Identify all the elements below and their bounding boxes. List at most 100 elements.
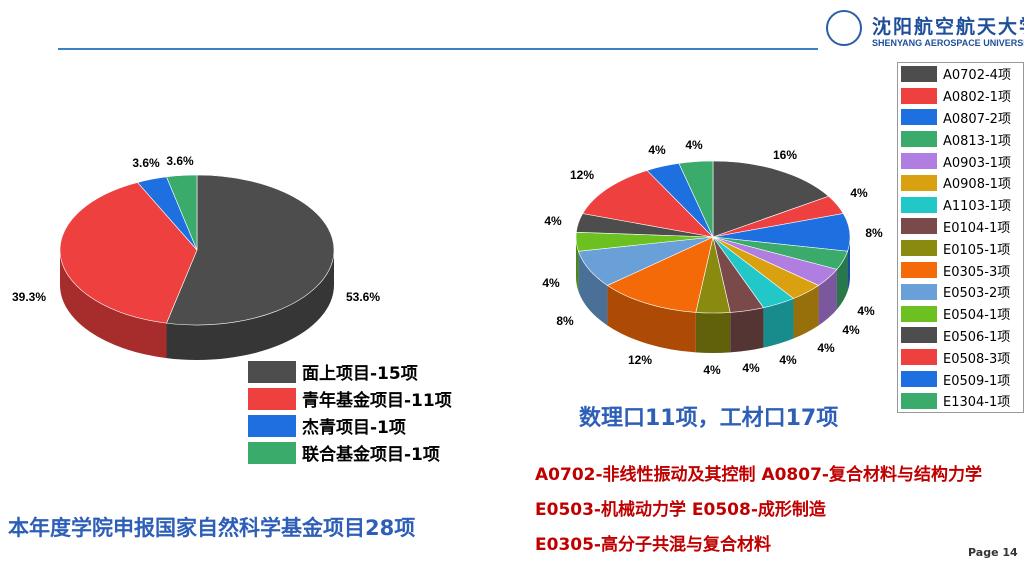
percent-label: 4% bbox=[685, 138, 703, 152]
percent-label: 4% bbox=[850, 186, 868, 200]
slice-side bbox=[847, 237, 850, 292]
legend-item: A0813-1项 bbox=[898, 128, 1023, 150]
percent-label: 16% bbox=[773, 148, 797, 162]
pie-chart-disciplines: 16% 4% 8% 4% 4% 4% 4% 4% 4% 12% 8% 4% 4% 12% 4% 4% bbox=[542, 138, 883, 377]
legend-item: E1304-1项 bbox=[898, 390, 1023, 412]
legend-swatch bbox=[901, 371, 937, 388]
legend-item: E0503-2项 bbox=[898, 281, 1023, 303]
percent-label: 12% bbox=[570, 168, 594, 182]
legend-disciplines: A0702-4项 A0802-1项 A0807-2项 A0813-1项 A0903-1项… bbox=[897, 62, 1024, 413]
legend-item: E0305-3项 bbox=[898, 259, 1023, 281]
legend-label: E0504-1项 bbox=[943, 308, 1011, 324]
logo-name-en: SHENYANG AEROSPACE UNIVERSITY bbox=[872, 38, 1024, 48]
legend-item: E0508-3项 bbox=[898, 346, 1023, 368]
legend-swatch bbox=[901, 305, 937, 322]
pie-slice bbox=[166, 174, 198, 251]
slice-side bbox=[793, 285, 819, 339]
percent-label: 3.6% bbox=[166, 154, 194, 168]
percent-label: 4% bbox=[857, 304, 875, 318]
percent-label: 4% bbox=[842, 323, 860, 337]
legend-swatch bbox=[901, 283, 937, 300]
legend-item: A0908-1项 bbox=[898, 172, 1023, 194]
legend-item: 杰青项目-1项 bbox=[248, 412, 452, 439]
note-line-1: A0702-非线性振动及其控制 A0807-复合材料与结构力学 bbox=[535, 465, 982, 485]
note-line-3: E0305-高分子共混与复合材料 bbox=[535, 535, 771, 555]
legend-swatch bbox=[901, 153, 937, 170]
legend-item: A1103-1项 bbox=[898, 194, 1023, 216]
legend-swatch bbox=[901, 327, 937, 344]
percent-label: 12% bbox=[628, 353, 652, 367]
emblem-icon bbox=[826, 10, 862, 46]
legend-swatch bbox=[901, 196, 937, 213]
slice-side bbox=[578, 251, 608, 326]
legend-item: E0104-1项 bbox=[898, 216, 1023, 238]
legend-swatch bbox=[901, 87, 937, 104]
header-divider bbox=[58, 48, 818, 50]
legend-swatch bbox=[248, 387, 296, 410]
legend-item: E0105-1项 bbox=[898, 237, 1023, 259]
legend-item: A0802-1项 bbox=[898, 85, 1023, 107]
slice-side bbox=[576, 237, 579, 292]
legend-item: A0903-1项 bbox=[898, 150, 1023, 172]
pie-slice bbox=[606, 236, 714, 313]
slice-side bbox=[60, 250, 167, 359]
slice-side bbox=[607, 285, 696, 353]
discipline-summary: 数理口11项，工材口17项 bbox=[579, 406, 839, 431]
pie-slice bbox=[166, 174, 335, 326]
legend-label: A0908-1项 bbox=[943, 177, 1011, 193]
legend-swatch bbox=[901, 131, 937, 148]
legend-label: E0508-3项 bbox=[943, 351, 1011, 367]
pie-slice bbox=[712, 160, 830, 238]
pie-slice bbox=[678, 160, 714, 238]
legend-swatch bbox=[901, 174, 937, 191]
percent-label: 4% bbox=[779, 353, 797, 367]
legend-swatch bbox=[901, 392, 937, 409]
legend-project-types: 面上项目-15项青年基金项目-11项 杰青项目-1项联合基金项目-1项 bbox=[248, 358, 452, 466]
legend-label: E0105-1项 bbox=[943, 242, 1011, 258]
percent-label: 4% bbox=[703, 363, 721, 377]
legend-label: 联合基金项目-1项 bbox=[302, 445, 440, 465]
page-number: Page 14 bbox=[968, 546, 1018, 559]
percent-label: 4% bbox=[542, 276, 560, 290]
slice-side bbox=[730, 307, 764, 353]
pie-slice bbox=[582, 170, 714, 238]
legend-label: A0802-1项 bbox=[943, 90, 1011, 106]
legend-item: E0504-1项 bbox=[898, 303, 1023, 325]
legend-item: E0506-1项 bbox=[898, 325, 1023, 347]
legend-label: A0702-4项 bbox=[943, 68, 1011, 84]
legend-label: 面上项目-15项 bbox=[302, 364, 418, 384]
legend-label: E0305-3项 bbox=[943, 264, 1011, 280]
slice-side bbox=[695, 312, 731, 353]
legend-swatch bbox=[248, 360, 296, 383]
legend-swatch bbox=[901, 240, 937, 257]
pie-slice bbox=[59, 182, 198, 324]
logo-name-cn: 沈阳航空航天大学 bbox=[872, 16, 1024, 38]
percent-label: 4% bbox=[648, 143, 666, 157]
legend-item: 青年基金项目-11项 bbox=[248, 385, 452, 412]
note-line-2: E0503-机械动力学 E0508-成形制造 bbox=[535, 500, 826, 520]
legend-item: E0509-1项 bbox=[898, 368, 1023, 390]
pie-chart-project-types: 53.6% 39.3% 3.6% 3.6% bbox=[12, 154, 380, 360]
legend-item: A0807-2项 bbox=[898, 107, 1023, 129]
legend-item: A0702-4项 bbox=[898, 63, 1023, 85]
percent-label: 3.6% bbox=[132, 156, 160, 170]
legend-label: A0813-1项 bbox=[943, 133, 1011, 149]
legend-label: E0104-1项 bbox=[943, 220, 1011, 236]
slice-side bbox=[166, 250, 334, 360]
legend-label: E1304-1项 bbox=[943, 395, 1011, 411]
legend-swatch bbox=[901, 218, 937, 235]
legend-swatch bbox=[901, 262, 937, 279]
percent-label: 4% bbox=[544, 214, 562, 228]
legend-label: A0807-2项 bbox=[943, 111, 1011, 127]
legend-label: 青年基金项目-11项 bbox=[302, 391, 452, 411]
legend-label: E0506-1项 bbox=[943, 329, 1011, 345]
slice-side bbox=[818, 269, 837, 326]
legend-label: A1103-1项 bbox=[943, 199, 1011, 215]
percent-label: 4% bbox=[817, 341, 835, 355]
percent-label: 8% bbox=[865, 226, 883, 240]
page-title: 本年度学院申报国家自然科学基金项目28项 bbox=[8, 516, 416, 540]
legend-label: E0509-1项 bbox=[943, 373, 1011, 389]
legend-item: 面上项目-15项 bbox=[248, 358, 452, 385]
legend-swatch bbox=[248, 414, 296, 437]
